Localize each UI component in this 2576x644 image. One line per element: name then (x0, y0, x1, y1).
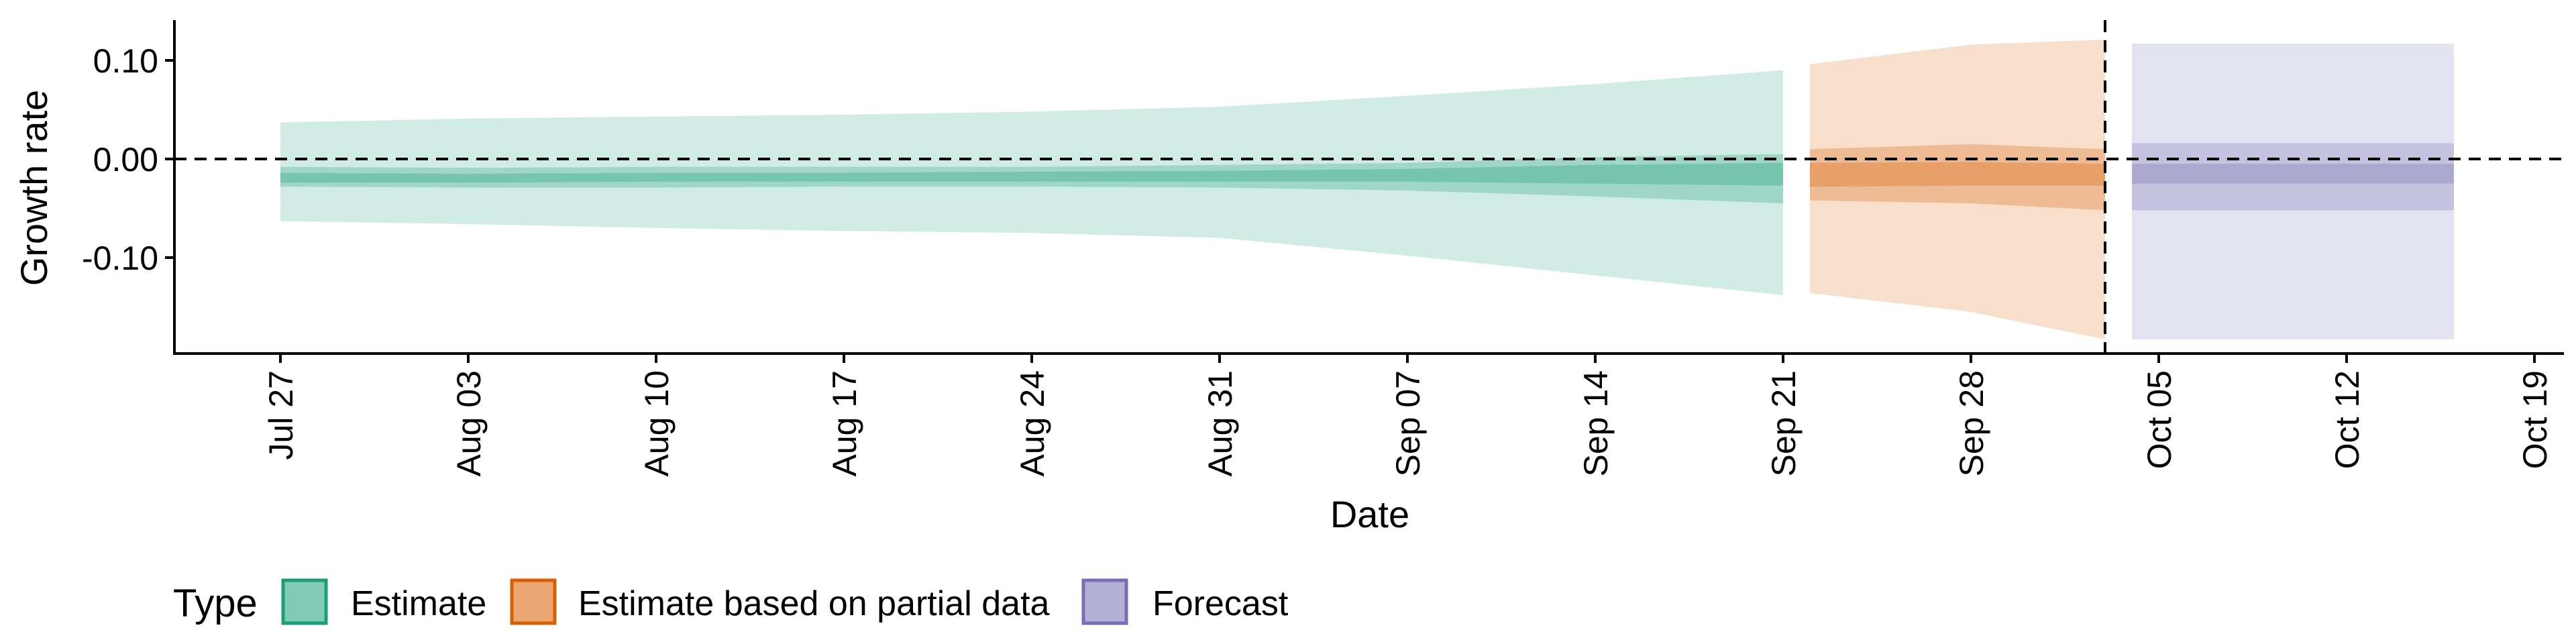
estimate-outer-band (280, 70, 1783, 295)
legend-item-estimate: Estimate (281, 578, 486, 625)
y-tick-label: 0.00 (93, 141, 158, 178)
y-ticks: 0.10 0.00 -0.10 (82, 42, 174, 277)
legend-swatch (281, 578, 328, 625)
x-tick-label: Sep 14 (1577, 370, 1615, 476)
x-tick-label: Aug 10 (638, 370, 676, 476)
x-tick-label: Sep 21 (1765, 370, 1803, 476)
legend-title: Type (173, 582, 258, 625)
legend-label: Forecast (1152, 584, 1289, 623)
reference-lines (174, 20, 2564, 354)
x-tick-label: Oct 05 (2141, 370, 2178, 469)
x-tick-label: Jul 27 (262, 370, 300, 460)
x-tick-label: Sep 28 (1953, 370, 1990, 476)
forecast-core-band (2132, 164, 2454, 184)
legend-item-forecast: Forecast (1081, 578, 1289, 625)
estimate-based-on-partial-data-series (1810, 40, 2105, 339)
x-tick-label: Oct 19 (2516, 370, 2554, 469)
estimate-based-on-partial-data-inner-band (1810, 144, 2105, 211)
forecast-outer-band (2132, 44, 2454, 339)
x-ticks: Jul 27 Aug 03 Aug 10 Aug 17 Aug 24 Aug 31 Sep … (262, 354, 2554, 476)
axes (173, 20, 2564, 355)
y-tick-label: -0.10 (82, 239, 158, 277)
legend: Type Estimate Estimate based on partial d… (173, 578, 1289, 625)
forecast-series (2132, 44, 2454, 339)
legend-label: Estimate based on partial data (578, 584, 1050, 623)
estimate-based-on-partial-data-core-band (1810, 162, 2105, 187)
y-axis-title: Growth rate (13, 90, 55, 286)
estimate-series (280, 70, 1783, 295)
y-tick-label: 0.10 (93, 42, 158, 80)
x-tick-label: Aug 03 (450, 370, 488, 476)
estimate-based-on-partial-data-outer-band (1810, 40, 2105, 339)
estimate-inner-band (280, 154, 1783, 204)
x-tick-label: Aug 31 (1201, 370, 1239, 476)
x-tick-label: Sep 07 (1389, 370, 1427, 476)
x-tick-label: Aug 24 (1014, 370, 1051, 476)
x-axis-title: Date (1330, 493, 1409, 535)
estimate-core-band (280, 162, 1783, 186)
legend-swatch (510, 578, 557, 625)
legend-label: Estimate (351, 584, 486, 623)
legend-swatch (1081, 578, 1128, 625)
x-tick-label: Aug 17 (826, 370, 863, 476)
interval-bands (280, 40, 2454, 339)
x-tick-label: Oct 12 (2328, 370, 2366, 469)
legend-item-estimate-based-on-partial-data: Estimate based on partial data (510, 578, 1050, 625)
